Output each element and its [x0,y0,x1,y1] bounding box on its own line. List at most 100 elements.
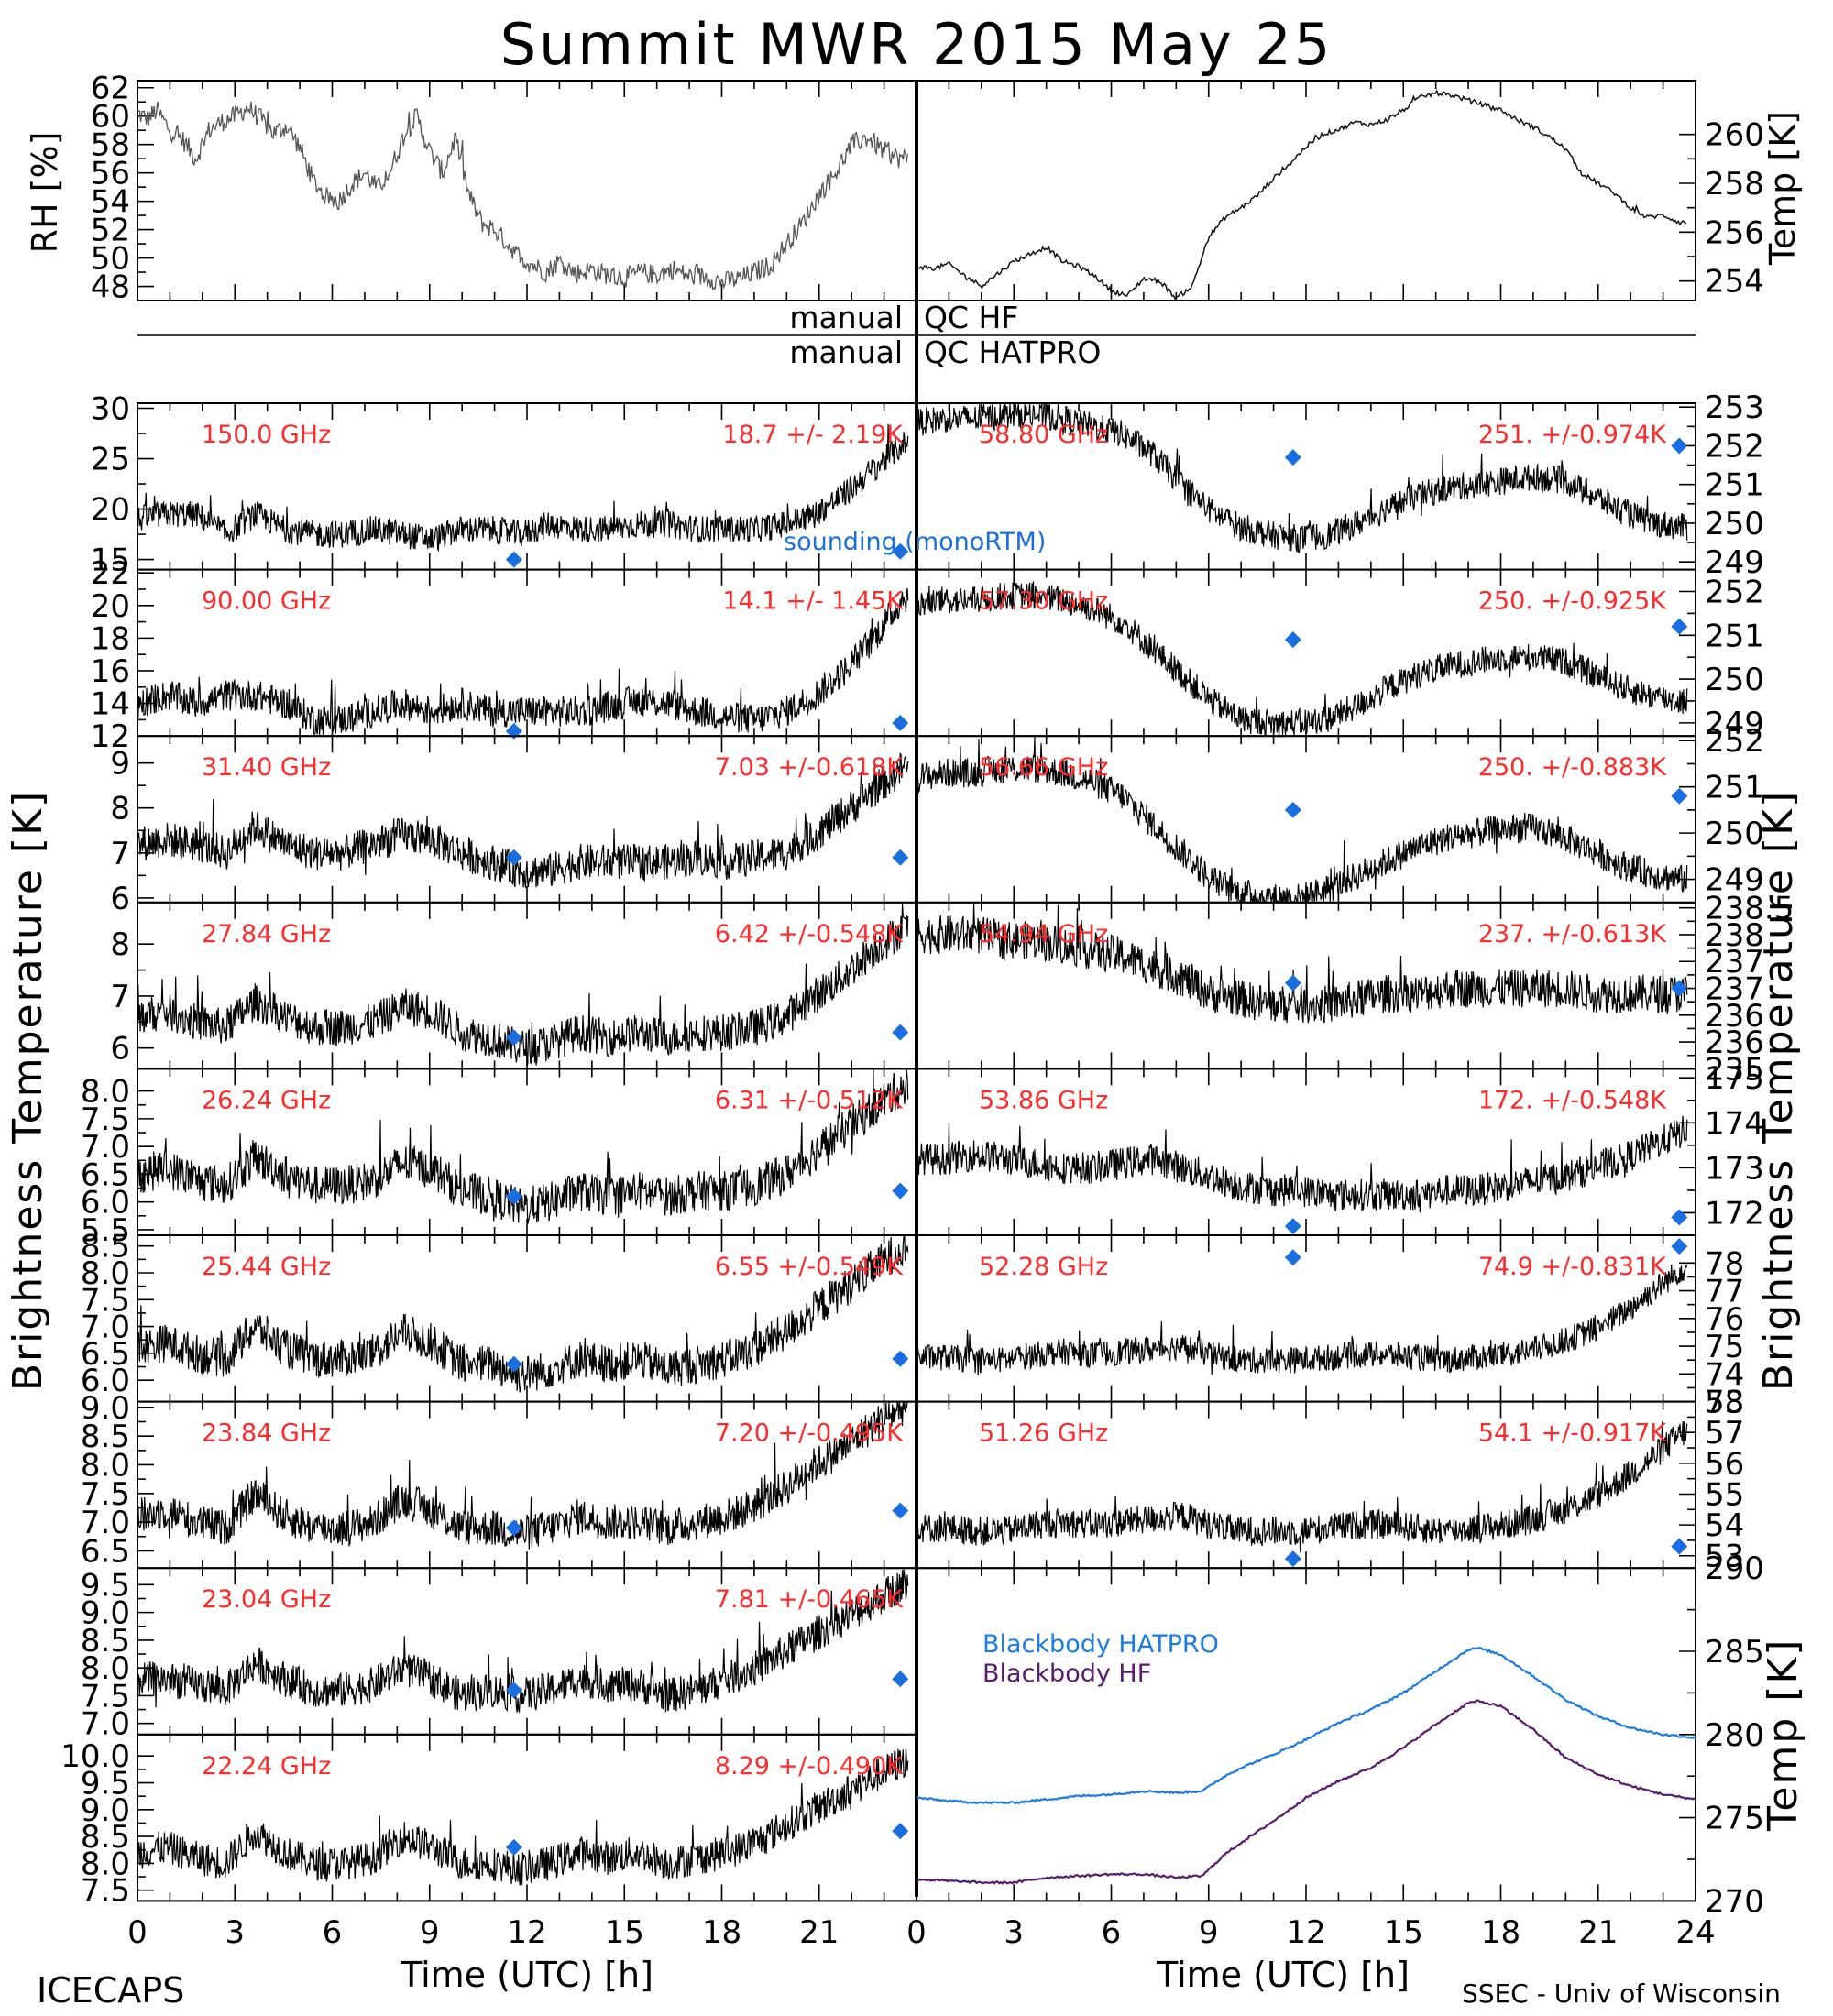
y-tick-label: 172 [1705,1195,1764,1232]
blackbody-legend-entry: Blackbody HF [982,1660,1151,1688]
blackbody-axis-label: Temp [K] [1760,1638,1806,1832]
y-tick-label: 8.0 [81,1074,130,1111]
y-tick-label: 74 [1705,1356,1744,1393]
right-channel-series [916,1115,1688,1213]
left-channel-y-ticks: 8.07.57.06.56.05.5 [81,1074,154,1249]
qc-manual-label: manual [789,334,903,370]
chart-title: Summit MWR 2015 May 25 [500,11,1334,78]
y-tick-label: 5.5 [81,1212,130,1249]
y-tick-label: 77 [1705,1274,1744,1310]
y-tick-label: 6.5 [81,1336,130,1373]
y-tick-label: 73 [1705,1385,1744,1421]
channel-frequency-label: 54.94 GHz [979,920,1108,948]
left-channel-y-ticks: 8 7 6 [110,926,154,1068]
y-tick-label: 52 [91,213,130,249]
y-tick-label: 8.0 [81,1650,130,1687]
right-channel-x-ticks [916,1401,1696,1569]
y-tick-label: 50 [91,241,130,278]
sounding-marker [505,1029,522,1046]
y-tick-label: 6 [110,881,130,917]
sounding-marker [892,1182,909,1200]
y-tick-label: 236 [1705,1024,1764,1061]
y-tick-label: 252 [1705,574,1764,610]
y-tick-label: 235 [1705,1051,1764,1088]
y-tick-label: 290 [1705,1550,1764,1587]
y-tick-label: 58 [1705,1385,1744,1421]
sounding-marker [892,849,909,866]
sounding-marker [505,849,522,866]
channel-stat-label: 74.9 +/-0.831K [1478,1253,1667,1281]
y-tick-label: 7.5 [81,1282,130,1319]
left-channel-series [137,752,909,888]
sounding-marker [505,551,522,568]
x-tick-label: 21 [1578,1914,1618,1951]
sounding-marker [1671,437,1688,455]
x-tick-label: 0 [127,1914,148,1951]
x-tick-label: 18 [702,1914,741,1951]
rh-series [137,101,908,291]
channel-stat-label: 6.42 +/-0.548K [715,920,904,948]
left-channel-y-ticks: 8.58.07.57.06.56.0 [81,1229,154,1399]
y-tick-label: 7.5 [81,1101,130,1138]
y-tick-label: 8.0 [81,1255,130,1292]
channel-frequency-label: 51.26 GHz [979,1419,1108,1448]
y-tick-label: 56 [91,156,130,192]
y-tick-label: 250 [1705,662,1764,698]
main-y-axis-label-left: Brightness Temperature [K] [5,790,51,1391]
y-tick-label: 237 [1705,944,1764,981]
sounding-marker [1671,980,1688,997]
channel-frequency-label: 26.24 GHz [202,1086,331,1114]
channel-stat-label: 18.7 +/- 2.19K [722,421,904,449]
y-tick-label: 9.0 [81,1390,130,1427]
y-tick-label: 8.5 [81,1229,130,1265]
x-tick-label: 12 [507,1914,546,1951]
y-tick-label: 9.5 [81,1766,130,1802]
y-tick-label: 57 [1705,1415,1744,1452]
left-channel-x-ticks [137,403,917,570]
y-tick-label: 62 [91,71,130,107]
y-tick-label: 8.5 [81,1819,130,1856]
y-tick-label: 8 [110,791,130,827]
y-tick-label: 8.5 [81,1419,130,1455]
y-tick-label: 15 [91,542,130,579]
left-channel-series [137,587,909,736]
sounding-marker [1671,787,1688,805]
y-tick-label: 76 [1705,1301,1744,1338]
y-tick-label: 16 [91,653,130,690]
y-tick-label: 60 [91,99,130,136]
left-channel-series [137,1748,909,1886]
y-tick-label: 238.5 [1705,891,1794,927]
y-tick-label: 78 [1705,1245,1744,1282]
x-tick-label: 12 [1286,1914,1325,1951]
left-channel-y-ticks: 9.59.08.58.07.57.0 [81,1567,154,1743]
channel-frequency-label: 58.80 GHz [979,421,1108,449]
right-channel-series [916,737,1688,904]
y-tick-label: 75 [1705,1329,1744,1365]
y-tick-label: 174 [1705,1105,1764,1142]
y-tick-label: 9.5 [81,1567,130,1604]
y-tick-label: 7.0 [81,1706,130,1743]
blackbody-legend-entry: Blackbody HATPRO [982,1630,1219,1659]
channel-stat-label: 237. +/-0.613K [1478,920,1667,948]
y-tick-label: 53 [1705,1539,1744,1575]
y-tick-label: 238 [1705,917,1764,954]
sounding-marker [1284,631,1301,649]
y-tick-label: 249 [1705,862,1764,899]
blackbody-series-line [916,1647,1696,1805]
y-tick-label: 54 [91,184,130,221]
y-tick-label: 7.0 [81,1129,130,1166]
rh-axis-label: RH [%] [25,132,65,254]
y-tick-label: 10.0 [60,1738,130,1775]
y-tick-label: 9.0 [81,1792,130,1829]
channel-frequency-label: 25.44 GHz [202,1253,331,1281]
channel-frequency-label: 23.04 GHz [202,1585,331,1614]
y-tick-label: 8 [110,926,130,963]
left-channel-series [137,423,909,553]
x-tick-label: 0 [906,1914,927,1951]
left-channel-x-ticks [137,1734,917,1901]
left-channel-x-ticks [137,902,917,1069]
y-tick-label: 252 [1705,723,1764,760]
